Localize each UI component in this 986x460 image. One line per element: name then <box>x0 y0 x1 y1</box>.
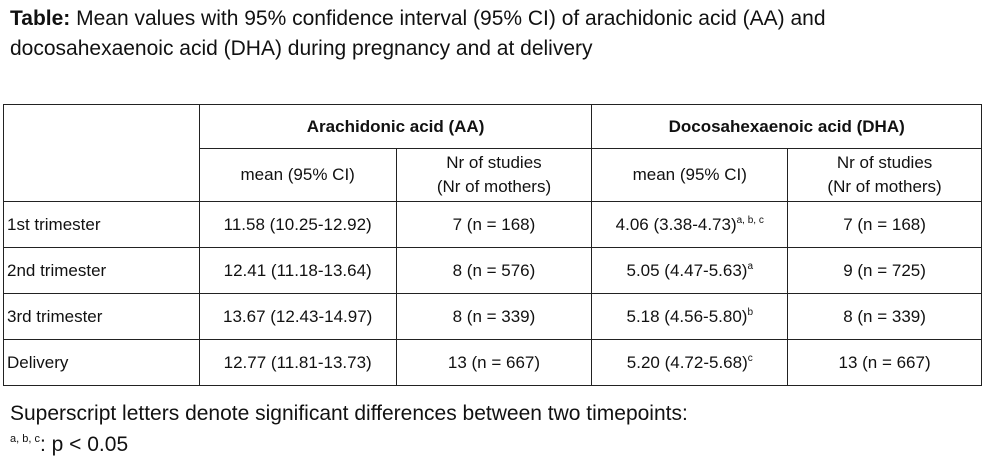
dha-mean-value: 5.05 (4.47-5.63) <box>626 260 748 280</box>
caption-lead: Table: <box>10 7 71 30</box>
data-table: Arachidonic acid (AA) Docosahexaenoic ac… <box>3 104 982 386</box>
subheader-aa-studies-line1: Nr of studies <box>446 153 542 172</box>
dha-mean-cell: 5.20 (4.72-5.68)c <box>591 339 789 386</box>
table-row: Delivery 12.77 (11.81-13.73) 13 (n = 667… <box>3 339 982 386</box>
subheader-aa-studies-line2: (Nr of mothers) <box>436 177 552 196</box>
corner-cell <box>3 104 200 202</box>
dha-mean-cell: 5.05 (4.47-5.63)a <box>591 247 789 294</box>
group-header-dha: Docosahexaenoic acid (DHA) <box>591 104 982 149</box>
row-label: Delivery <box>3 339 200 386</box>
footnote-significance: : p < 0.05 <box>39 433 129 456</box>
subheader-dha-studies-line1: Nr of studies <box>836 153 933 172</box>
dha-mean-value: 4.06 (3.38-4.73) <box>615 214 737 234</box>
aa-mean-cell: 12.77 (11.81-13.73) <box>198 339 397 386</box>
subheader-dha-mean: mean (95% CI) <box>591 148 789 202</box>
caption-text: Mean values with 95% confidence interval… <box>10 7 826 60</box>
dha-studies-cell: 13 (n = 667) <box>787 339 982 386</box>
table-row: 1st trimester 11.58 (10.25-12.92) 7 (n =… <box>3 201 982 248</box>
aa-studies-cell: 13 (n = 667) <box>395 339 593 386</box>
dha-mean-value: 5.20 (4.72-5.68) <box>626 352 748 372</box>
aa-studies-cell: 8 (n = 576) <box>395 247 593 294</box>
aa-mean-cell: 13.67 (12.43-14.97) <box>198 293 397 340</box>
dha-mean-superscript: b <box>747 306 754 318</box>
footnote-line2: a, b, c: p < 0.05 <box>10 429 970 460</box>
row-label: 1st trimester <box>3 201 200 248</box>
dha-mean-superscript: a <box>747 260 754 272</box>
aa-studies-cell: 8 (n = 339) <box>395 293 593 340</box>
dha-mean-cell: 5.18 (4.56-5.80)b <box>591 293 789 340</box>
subheader-row: mean (95% CI) Nr of studies (Nr of mother… <box>4 148 982 202</box>
row-label: 3rd trimester <box>3 293 200 340</box>
group-header-row: Arachidonic acid (AA) Docosahexaenoic ac… <box>3 104 982 202</box>
subheader-dha-studies: Nr of studies (Nr of mothers) <box>787 148 982 202</box>
table-caption: Table: Mean values with 95% confidence i… <box>10 4 970 64</box>
table-row: 3rd trimester 13.67 (12.43-14.97) 8 (n =… <box>3 293 982 340</box>
dha-studies-cell: 9 (n = 725) <box>787 247 982 294</box>
dha-mean-value: 5.18 (4.56-5.80) <box>626 306 748 326</box>
footnote-line1: Superscript letters denote significant d… <box>10 402 688 425</box>
dha-studies-cell: 8 (n = 339) <box>787 293 982 340</box>
subheader-aa-mean: mean (95% CI) <box>198 148 397 202</box>
subheader-aa-studies: Nr of studies (Nr of mothers) <box>395 148 593 202</box>
dha-mean-cell: 4.06 (3.38-4.73)a, b, c <box>591 201 789 248</box>
dha-studies-cell: 7 (n = 168) <box>787 201 982 248</box>
aa-mean-cell: 12.41 (11.18-13.64) <box>198 247 397 294</box>
dha-mean-superscript: c <box>747 352 753 364</box>
dha-mean-superscript: a, b, c <box>736 214 764 226</box>
aa-studies-cell: 7 (n = 168) <box>395 201 593 248</box>
subheader-dha-studies-line2: (Nr of mothers) <box>827 177 942 196</box>
table-row: 2nd trimester 12.41 (11.18-13.64) 8 (n =… <box>3 247 982 294</box>
footnote-superscript: a, b, c <box>10 433 40 445</box>
aa-mean-cell: 11.58 (10.25-12.92) <box>198 201 397 248</box>
group-header-aa: Arachidonic acid (AA) <box>198 104 593 149</box>
footnote: Superscript letters denote significant d… <box>10 398 970 460</box>
row-label: 2nd trimester <box>3 247 200 294</box>
